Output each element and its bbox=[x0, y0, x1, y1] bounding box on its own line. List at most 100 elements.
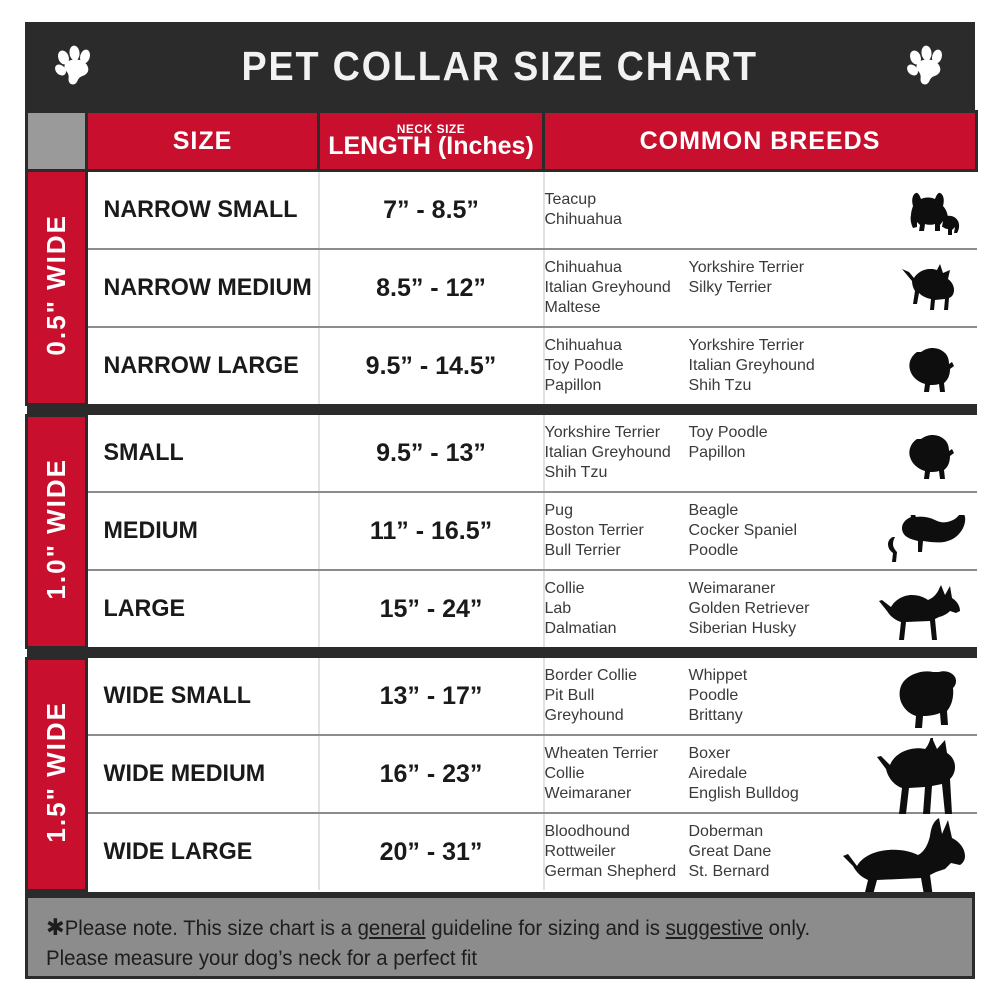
breed-name: Cocker Spaniel bbox=[688, 522, 798, 539]
footer-text-c: only. bbox=[762, 916, 811, 940]
breeds-column-2: Beagle Cocker Spaniel Poodle bbox=[689, 501, 839, 561]
breeds-column-2 bbox=[689, 190, 839, 230]
breed-name: Yorkshire Terrier bbox=[688, 337, 805, 354]
breed-name: Toy Poodle bbox=[688, 424, 768, 441]
breed-name: Italian Greyhound bbox=[544, 279, 671, 296]
column-header-length: NECK SIZE LENGTH (Inches) bbox=[317, 110, 545, 172]
footer-text-a: Please note. This size chart is a bbox=[64, 916, 358, 940]
breed-name: Chihuahua bbox=[544, 211, 622, 228]
breeds-column-1: Collie Lab Dalmatian bbox=[545, 579, 689, 639]
breed-name: Papillon bbox=[544, 377, 602, 394]
breed-name: Boxer bbox=[688, 745, 731, 762]
breed-name: English Bulldog bbox=[688, 785, 799, 802]
size-cell: NARROW MEDIUM bbox=[85, 249, 319, 328]
pet-collar-size-chart: PET COLLAR SIZE CHART SIZE NECK SIZE LEN bbox=[25, 22, 978, 979]
breed-name: Shih Tzu bbox=[544, 464, 608, 481]
length-label: 20” - 31” bbox=[379, 837, 483, 866]
breed-name: Brittany bbox=[688, 707, 743, 724]
table-row: 0.5" WIDE NARROW SMALL 7” - 8.5” Teacup C… bbox=[25, 169, 977, 406]
breed-name: Bull Terrier bbox=[544, 542, 621, 559]
breed-name: Chihuahua bbox=[544, 337, 622, 354]
breed-name: Maltese bbox=[544, 299, 601, 316]
breeds-column-1: Teacup Chihuahua bbox=[545, 190, 689, 230]
breeds-column-1: Yorkshire Terrier Italian Greyhound Shih T… bbox=[545, 423, 689, 483]
breed-name: Border Collie bbox=[544, 667, 637, 684]
group-label-0: 0.5" WIDE bbox=[25, 169, 88, 406]
breeds-cell: Bloodhound Rottweiler German Shepherd Dobe… bbox=[542, 813, 977, 913]
breed-name: Dalmatian bbox=[544, 620, 617, 637]
breeds-column-2: Yorkshire Terrier Italian Greyhound Shih T… bbox=[689, 336, 839, 396]
breed-name: Italian Greyhound bbox=[544, 444, 671, 461]
breeds-column-1: Pug Boston Terrier Bull Terrier bbox=[545, 501, 689, 561]
breed-name: Greyhound bbox=[544, 707, 624, 724]
group-label-2: 1.5" WIDE bbox=[25, 656, 88, 892]
table-row: WIDE LARGE 20” - 31” Bloodhound Rottweile… bbox=[27, 813, 977, 913]
table-row: MEDIUM 11” - 16.5” Pug Boston Terrier Bull… bbox=[27, 492, 977, 571]
table-row: 1.5" WIDE WIDE SMALL 13” - 17” Border Co… bbox=[25, 656, 977, 892]
breeds-column-2: Boxer Airedale English Bulldog bbox=[689, 744, 839, 804]
breed-name: Yorkshire Terrier bbox=[544, 424, 661, 441]
size-label: WIDE SMALL bbox=[103, 682, 251, 709]
column-header-length-sublabel: NECK SIZE bbox=[396, 122, 466, 136]
breed-name: Pit Bull bbox=[544, 687, 595, 704]
column-header-breeds-label: COMMON BREEDS bbox=[639, 126, 881, 155]
length-cell: 11” - 16.5” bbox=[317, 492, 544, 571]
breed-name: St. Bernard bbox=[688, 863, 770, 880]
table-row: 1.0" WIDE SMALL 9.5” - 13” Yorkshire Ter… bbox=[25, 413, 977, 649]
size-cell: LARGE bbox=[85, 570, 319, 647]
table-row: LARGE 15” - 24” Collie Lab Dalmatian Weima… bbox=[27, 570, 977, 647]
footer-emphasis-suggestive: suggestive bbox=[665, 916, 763, 940]
breeds-cell: Pug Boston Terrier Bull Terrier Beagle Cock… bbox=[542, 492, 977, 571]
breed-name: Great Dane bbox=[688, 843, 772, 860]
size-cell: NARROW SMALL bbox=[85, 170, 319, 250]
breed-name: Shih Tzu bbox=[688, 377, 752, 394]
breeds-cell: Chihuahua Toy Poodle Papillon Yorkshire Te… bbox=[542, 327, 977, 404]
breed-name: German Shepherd bbox=[544, 863, 677, 880]
footer-line-1: ✱Please note. This size chart is a gener… bbox=[46, 912, 927, 944]
breed-name: Golden Retriever bbox=[688, 600, 810, 617]
length-cell: 9.5” - 14.5” bbox=[317, 327, 544, 404]
breeds-cell: Collie Lab Dalmatian Weimaraner Golden Retr… bbox=[542, 570, 977, 647]
size-cell: SMALL bbox=[85, 415, 319, 493]
breed-name: Toy Poodle bbox=[544, 357, 624, 374]
size-cell: WIDE MEDIUM bbox=[85, 735, 319, 814]
paw-print-icon bbox=[903, 42, 949, 88]
size-label: WIDE LARGE bbox=[103, 838, 253, 865]
breed-name: Papillon bbox=[688, 444, 746, 461]
length-cell: 8.5” - 12” bbox=[317, 249, 544, 328]
breed-name: Rottweiler bbox=[544, 843, 616, 860]
breed-name: Collie bbox=[544, 580, 585, 597]
breed-name: Bloodhound bbox=[544, 823, 630, 840]
breed-name: Pug bbox=[544, 502, 573, 519]
length-label: 13” - 17” bbox=[379, 681, 483, 710]
breed-name: Wheaten Terrier bbox=[544, 745, 659, 762]
group-label-text: 1.0" WIDE bbox=[41, 457, 71, 600]
chart-title-bar: PET COLLAR SIZE CHART bbox=[25, 22, 975, 110]
breeds-column-2: Yorkshire Terrier Silky Terrier bbox=[689, 258, 839, 318]
column-header-size-label: SIZE bbox=[172, 126, 233, 155]
table-row: NARROW MEDIUM 8.5” - 12” Chihuahua Italia… bbox=[27, 249, 977, 328]
header-corner-cell bbox=[25, 110, 88, 172]
size-cell: WIDE LARGE bbox=[85, 813, 319, 890]
length-label: 16” - 23” bbox=[379, 759, 483, 788]
size-cell: WIDE SMALL bbox=[85, 658, 319, 736]
group-divider bbox=[26, 404, 977, 415]
length-cell: 7” - 8.5” bbox=[317, 170, 544, 250]
group-label-text: 1.5" WIDE bbox=[41, 700, 71, 843]
breeds-column-2: Doberman Great Dane St. Bernard bbox=[689, 822, 839, 882]
breed-name: Siberian Husky bbox=[688, 620, 797, 637]
column-header-length-label: LENGTH (Inches) bbox=[328, 132, 534, 160]
breeds-cell: Teacup Chihuahua bbox=[542, 170, 977, 250]
size-label: WIDE MEDIUM bbox=[103, 760, 266, 787]
breed-name: Beagle bbox=[688, 502, 739, 519]
size-label: NARROW LARGE bbox=[103, 352, 299, 379]
page-title: PET COLLAR SIZE CHART bbox=[241, 42, 759, 89]
length-cell: 20” - 31” bbox=[317, 813, 544, 890]
footer-note: ✱Please note. This size chart is a gener… bbox=[25, 891, 975, 979]
breed-name: Whippet bbox=[688, 667, 748, 684]
length-label: 11” - 16.5” bbox=[369, 516, 493, 545]
breed-name: Teacup bbox=[544, 191, 597, 208]
breed-name: Yorkshire Terrier bbox=[688, 259, 805, 276]
breed-name: Poodle bbox=[688, 687, 739, 704]
breeds-cell: Wheaten Terrier Collie Weimaraner Boxer Air… bbox=[542, 735, 977, 814]
